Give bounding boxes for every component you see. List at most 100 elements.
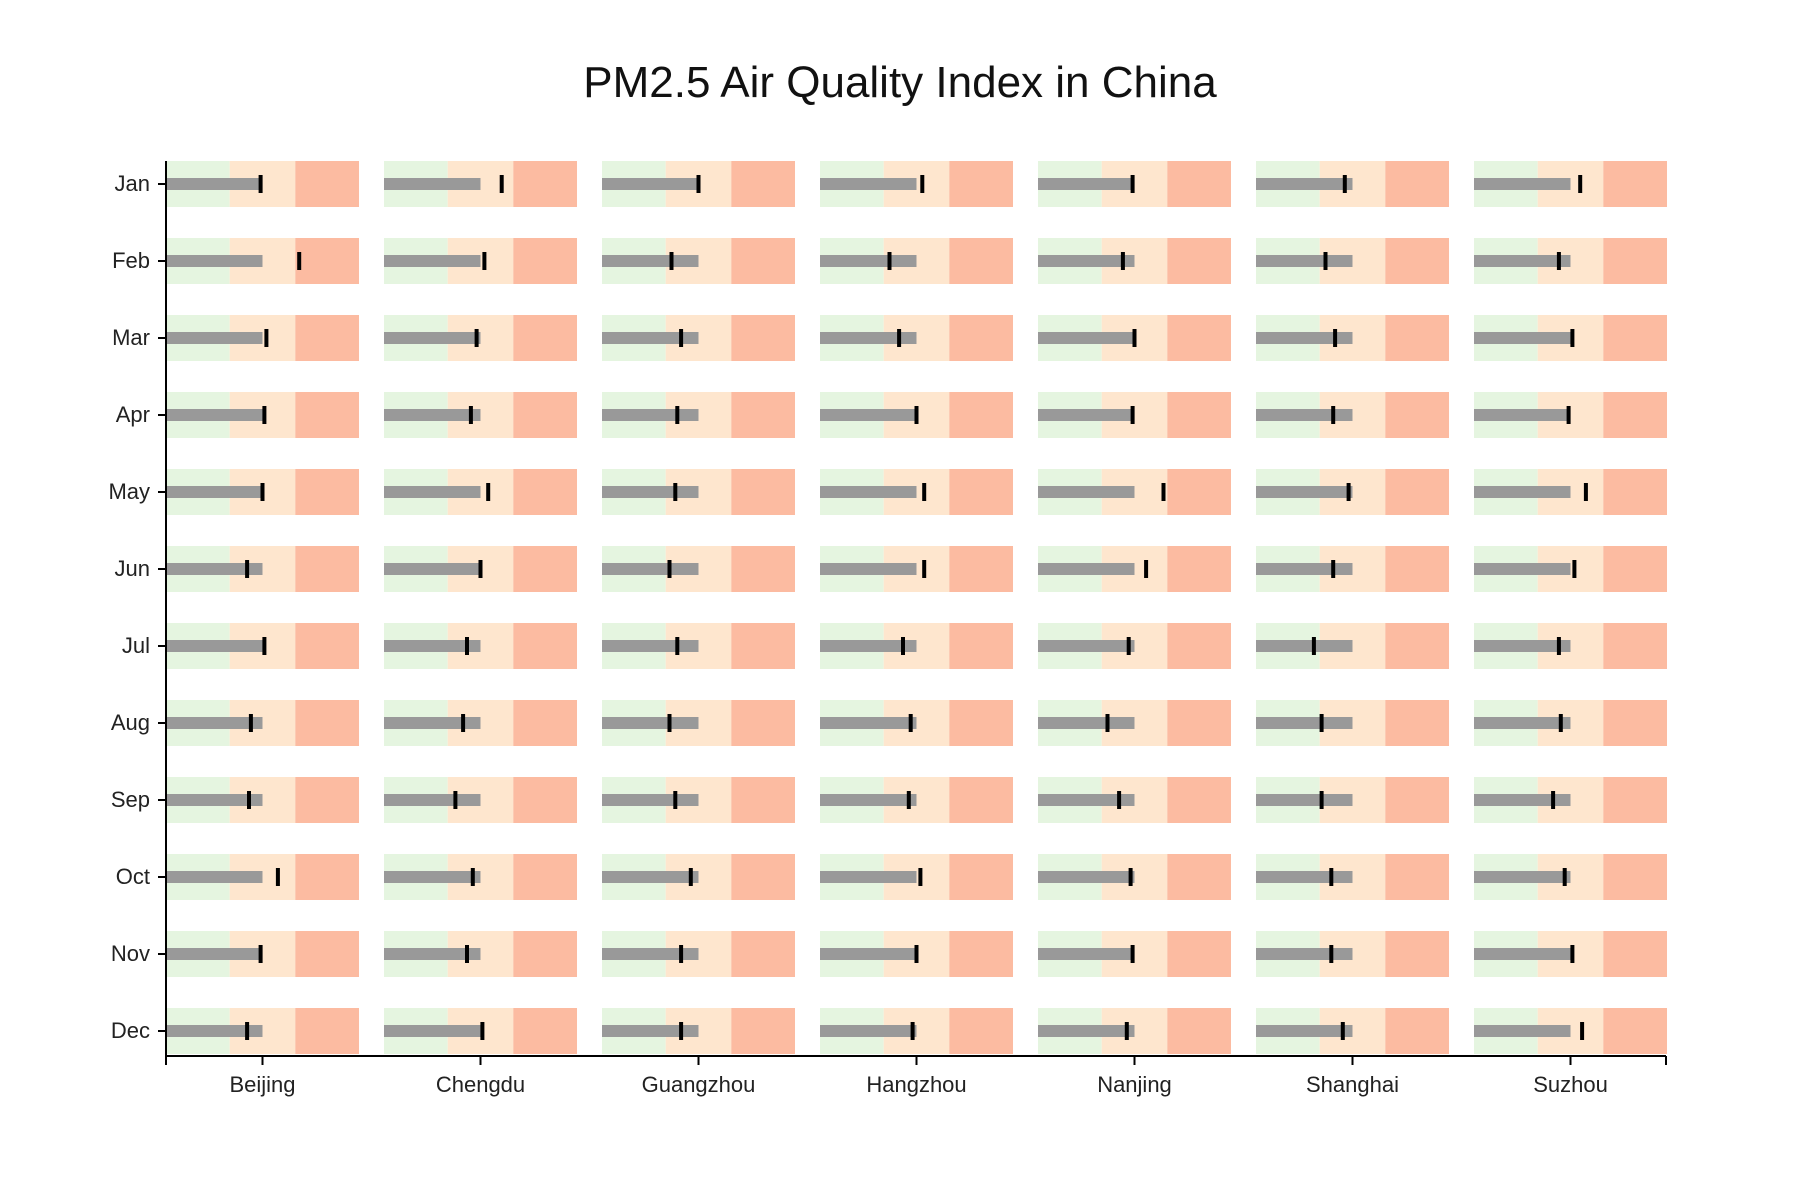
bullet-bar <box>1256 332 1353 344</box>
range-poor-band <box>949 931 1013 977</box>
range-poor-band <box>513 931 577 977</box>
bullet-bar <box>384 255 481 267</box>
bullet-marker <box>1340 1022 1345 1040</box>
bullet-marker <box>1311 637 1316 655</box>
range-poor-band <box>295 238 359 284</box>
bullet-bar <box>1038 409 1135 421</box>
bullet-bar <box>1474 409 1571 421</box>
range-poor-band <box>1167 546 1231 592</box>
bullet-marker <box>1570 945 1575 963</box>
y-tick-label: Feb <box>112 248 150 273</box>
bullet-bar <box>1038 871 1135 883</box>
bullet-bar <box>1474 178 1571 190</box>
range-poor-band <box>295 931 359 977</box>
range-poor-band <box>1603 315 1667 361</box>
x-tick-label: Beijing <box>229 1072 295 1097</box>
bullet-bar <box>1256 563 1353 575</box>
bullet-marker <box>1562 868 1567 886</box>
bullet-marker <box>1570 329 1575 347</box>
bullet-bar <box>1256 948 1353 960</box>
bullet-marker <box>480 1022 485 1040</box>
y-tick-label: Jan <box>115 171 150 196</box>
range-poor-band <box>949 700 1013 746</box>
bullet-bar <box>1256 409 1353 421</box>
bullet-bar <box>820 794 917 806</box>
bullet-marker <box>245 1022 250 1040</box>
range-poor-band <box>1385 931 1449 977</box>
range-poor-band <box>949 161 1013 207</box>
bullet-bar <box>1256 486 1353 498</box>
range-poor-band <box>513 854 577 900</box>
bullet-bar <box>602 948 699 960</box>
bullet-bar <box>384 332 481 344</box>
range-poor-band <box>513 315 577 361</box>
bullet-marker <box>673 791 678 809</box>
bullet-marker <box>679 329 684 347</box>
bullet-marker <box>262 637 267 655</box>
range-poor-band <box>1167 623 1231 669</box>
range-poor-band <box>1385 238 1449 284</box>
bullet-marker <box>688 868 693 886</box>
bullet-bar <box>166 563 263 575</box>
range-poor-band <box>513 546 577 592</box>
bullet-marker <box>897 329 902 347</box>
bullet-marker <box>264 329 269 347</box>
range-poor-band <box>1385 315 1449 361</box>
range-poor-band <box>949 238 1013 284</box>
y-tick-label: Jul <box>122 633 150 658</box>
bullet-marker <box>1578 175 1583 193</box>
bullet-bar <box>1256 178 1353 190</box>
bullet-bar <box>1474 1025 1571 1037</box>
bullet-marker <box>248 714 253 732</box>
y-tick-label: Mar <box>112 325 150 350</box>
bullet-bar <box>602 717 699 729</box>
bullet-bar <box>166 717 263 729</box>
range-poor-band <box>1167 238 1231 284</box>
bullet-marker <box>1329 945 1334 963</box>
bullet-bar <box>1038 717 1135 729</box>
bullet-marker <box>908 714 913 732</box>
x-tick-label: Guangzhou <box>642 1072 756 1097</box>
range-poor-band <box>295 1008 359 1054</box>
bullet-bar <box>820 871 917 883</box>
bullet-bar <box>602 871 699 883</box>
bullet-bar <box>820 948 917 960</box>
bullet-bar <box>166 794 263 806</box>
range-poor-band <box>731 1008 795 1054</box>
bullet-marker <box>260 483 265 501</box>
x-tick-label: Suzhou <box>1533 1072 1608 1097</box>
range-poor-band <box>1167 392 1231 438</box>
bullet-marker <box>1580 1022 1585 1040</box>
bullet-marker <box>667 714 672 732</box>
bullet-bar <box>1038 486 1135 498</box>
range-poor-band <box>731 546 795 592</box>
bullet-bar <box>1256 640 1353 652</box>
bullet-bar <box>1474 486 1571 498</box>
range-poor-band <box>1603 777 1667 823</box>
bullet-marker <box>258 945 263 963</box>
bullet-bar <box>602 255 699 267</box>
range-poor-band <box>295 623 359 669</box>
bullet-bar <box>1474 563 1571 575</box>
bullet-marker <box>1124 1022 1129 1040</box>
bullet-marker <box>247 791 251 809</box>
range-poor-band <box>949 854 1013 900</box>
range-poor-band <box>1167 700 1231 746</box>
bullet-marker <box>918 868 923 886</box>
range-poor-band <box>731 777 795 823</box>
bullet-bar <box>384 948 481 960</box>
bullet-bar <box>384 486 481 498</box>
range-poor-band <box>295 700 359 746</box>
bullet-bar <box>820 332 917 344</box>
range-poor-band <box>295 546 359 592</box>
bullet-bar <box>820 563 917 575</box>
range-poor-band <box>1167 1008 1231 1054</box>
bullet-marker <box>1130 175 1135 193</box>
range-poor-band <box>949 777 1013 823</box>
range-poor-band <box>949 315 1013 361</box>
bullet-bar <box>384 563 481 575</box>
x-tick-label: Chengdu <box>436 1072 525 1097</box>
bullet-marker <box>887 252 892 270</box>
range-poor-band <box>1385 777 1449 823</box>
